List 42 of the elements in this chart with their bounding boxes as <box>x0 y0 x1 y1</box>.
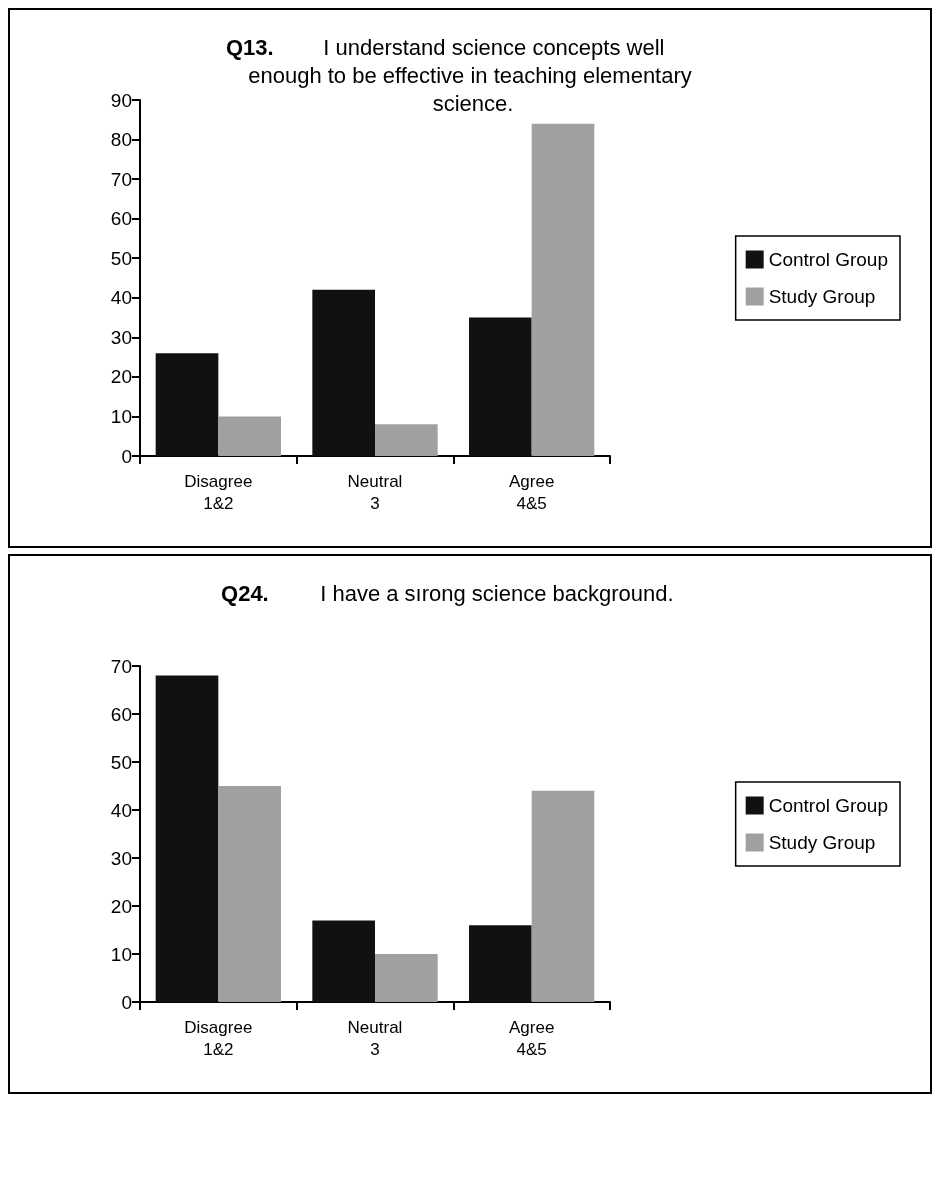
y-tick-label: 70 <box>110 168 132 190</box>
y-tick-label: 50 <box>110 751 132 773</box>
bar <box>469 317 532 456</box>
x-tick-label: Disagree 1&2 <box>184 471 253 513</box>
y-tick-label: 20 <box>110 895 132 917</box>
y-tick-label: 90 <box>110 89 132 111</box>
y-tick-label: 50 <box>110 247 132 269</box>
bar <box>312 289 375 456</box>
y-tick-label: 0 <box>121 991 132 1013</box>
chart-title: Q24. I have a sırong science background. <box>221 580 674 606</box>
chart-title: Q13. I understand science concepts well enough to be effective in teaching elementary science. <box>225 34 692 116</box>
x-tick-label: Agree 4&5 <box>508 1017 555 1059</box>
bar <box>531 123 595 456</box>
bar <box>469 925 532 1002</box>
legend-label: Control Group <box>768 249 889 270</box>
y-tick-label: 10 <box>110 405 132 427</box>
x-tick-label: Neutral 3 <box>347 1017 403 1059</box>
bar <box>218 416 281 456</box>
y-tick-label: 40 <box>110 287 132 309</box>
y-tick-label: 40 <box>110 799 132 821</box>
y-tick-label: 80 <box>110 129 132 151</box>
y-tick-label: 0 <box>121 445 132 467</box>
bar <box>218 786 281 1002</box>
bar <box>155 675 219 1002</box>
bar <box>531 790 595 1002</box>
bar <box>312 920 375 1002</box>
y-tick-label: 30 <box>110 847 132 869</box>
legend-label: Study Group <box>768 832 876 853</box>
y-tick-label: 30 <box>110 326 132 348</box>
y-tick-label: 10 <box>110 943 132 965</box>
x-tick-label: Disagree 1&2 <box>184 1017 253 1059</box>
y-tick-label: 60 <box>110 208 132 230</box>
y-tick-label: 70 <box>110 655 132 677</box>
bar <box>375 954 438 1002</box>
x-tick-label: Neutral 3 <box>347 471 403 513</box>
legend-label: Study Group <box>768 286 876 307</box>
bar <box>375 424 438 456</box>
y-tick-label: 60 <box>110 703 132 725</box>
legend-label: Control Group <box>768 795 889 816</box>
bar <box>155 353 219 456</box>
y-tick-label: 20 <box>110 366 132 388</box>
x-tick-label: Agree 4&5 <box>508 471 555 513</box>
